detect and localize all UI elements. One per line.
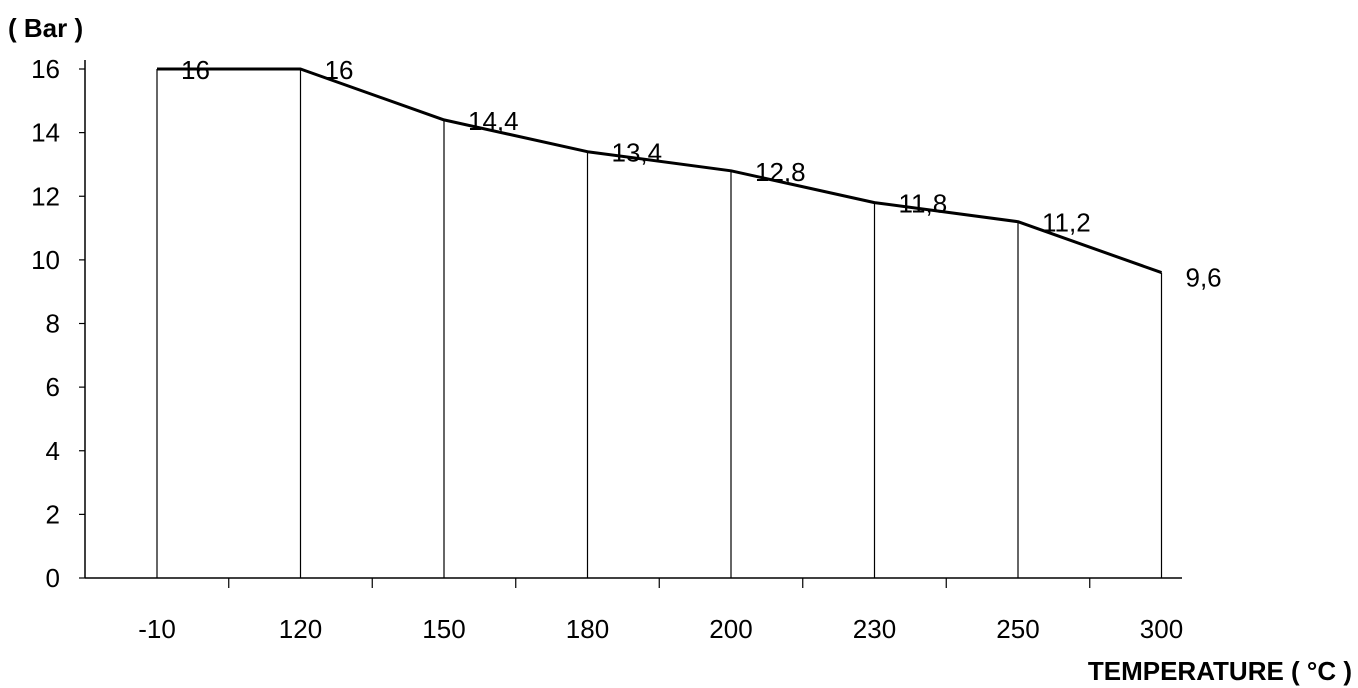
x-tick-label: 250 — [996, 614, 1039, 644]
data-labels-group: 16 16 14,4 13,4 12,8 11,8 11,2 9,6 — [181, 55, 1222, 293]
y-tick-label: 4 — [46, 436, 60, 466]
data-label: 11,2 — [1042, 208, 1091, 238]
data-label: 14,4 — [468, 106, 519, 136]
x-ticks-group: -10 120 150 180 200 230 250 300 — [138, 578, 1183, 644]
x-tick-label: -10 — [138, 614, 176, 644]
data-label: 9,6 — [1186, 263, 1222, 293]
x-tick-label: 120 — [279, 614, 322, 644]
series-group — [157, 67, 1163, 275]
x-tick-label: 180 — [566, 614, 609, 644]
y-tick-label: 12 — [31, 181, 60, 211]
y-tick-label: 10 — [31, 245, 60, 275]
x-tick-label: 200 — [709, 614, 752, 644]
data-label: 12,8 — [755, 157, 806, 187]
y-tick-label: 8 — [46, 309, 60, 339]
y-tick-label: 6 — [46, 372, 60, 402]
data-label: 13,4 — [612, 138, 663, 168]
x-tick-label: 230 — [853, 614, 896, 644]
series-line — [157, 67, 1163, 275]
y-axis-title: ( Bar ) — [8, 13, 83, 43]
data-label: 16 — [181, 55, 210, 85]
x-tick-label: 300 — [1140, 614, 1183, 644]
y-tick-label: 2 — [46, 499, 60, 529]
y-tick-label: 14 — [31, 118, 60, 148]
data-label: 11,8 — [899, 189, 948, 219]
axes-group — [84, 60, 1182, 579]
x-tick-label: 150 — [422, 614, 465, 644]
x-axis-title: TEMPERATURE ( °C ) — [1088, 656, 1352, 686]
drop-lines-group — [156, 69, 1163, 578]
y-tick-label: 0 — [46, 563, 60, 593]
y-ticks-group: 0 2 4 6 8 10 12 14 16 — [31, 54, 85, 593]
data-label: 16 — [325, 55, 354, 85]
y-tick-label: 16 — [31, 54, 60, 84]
